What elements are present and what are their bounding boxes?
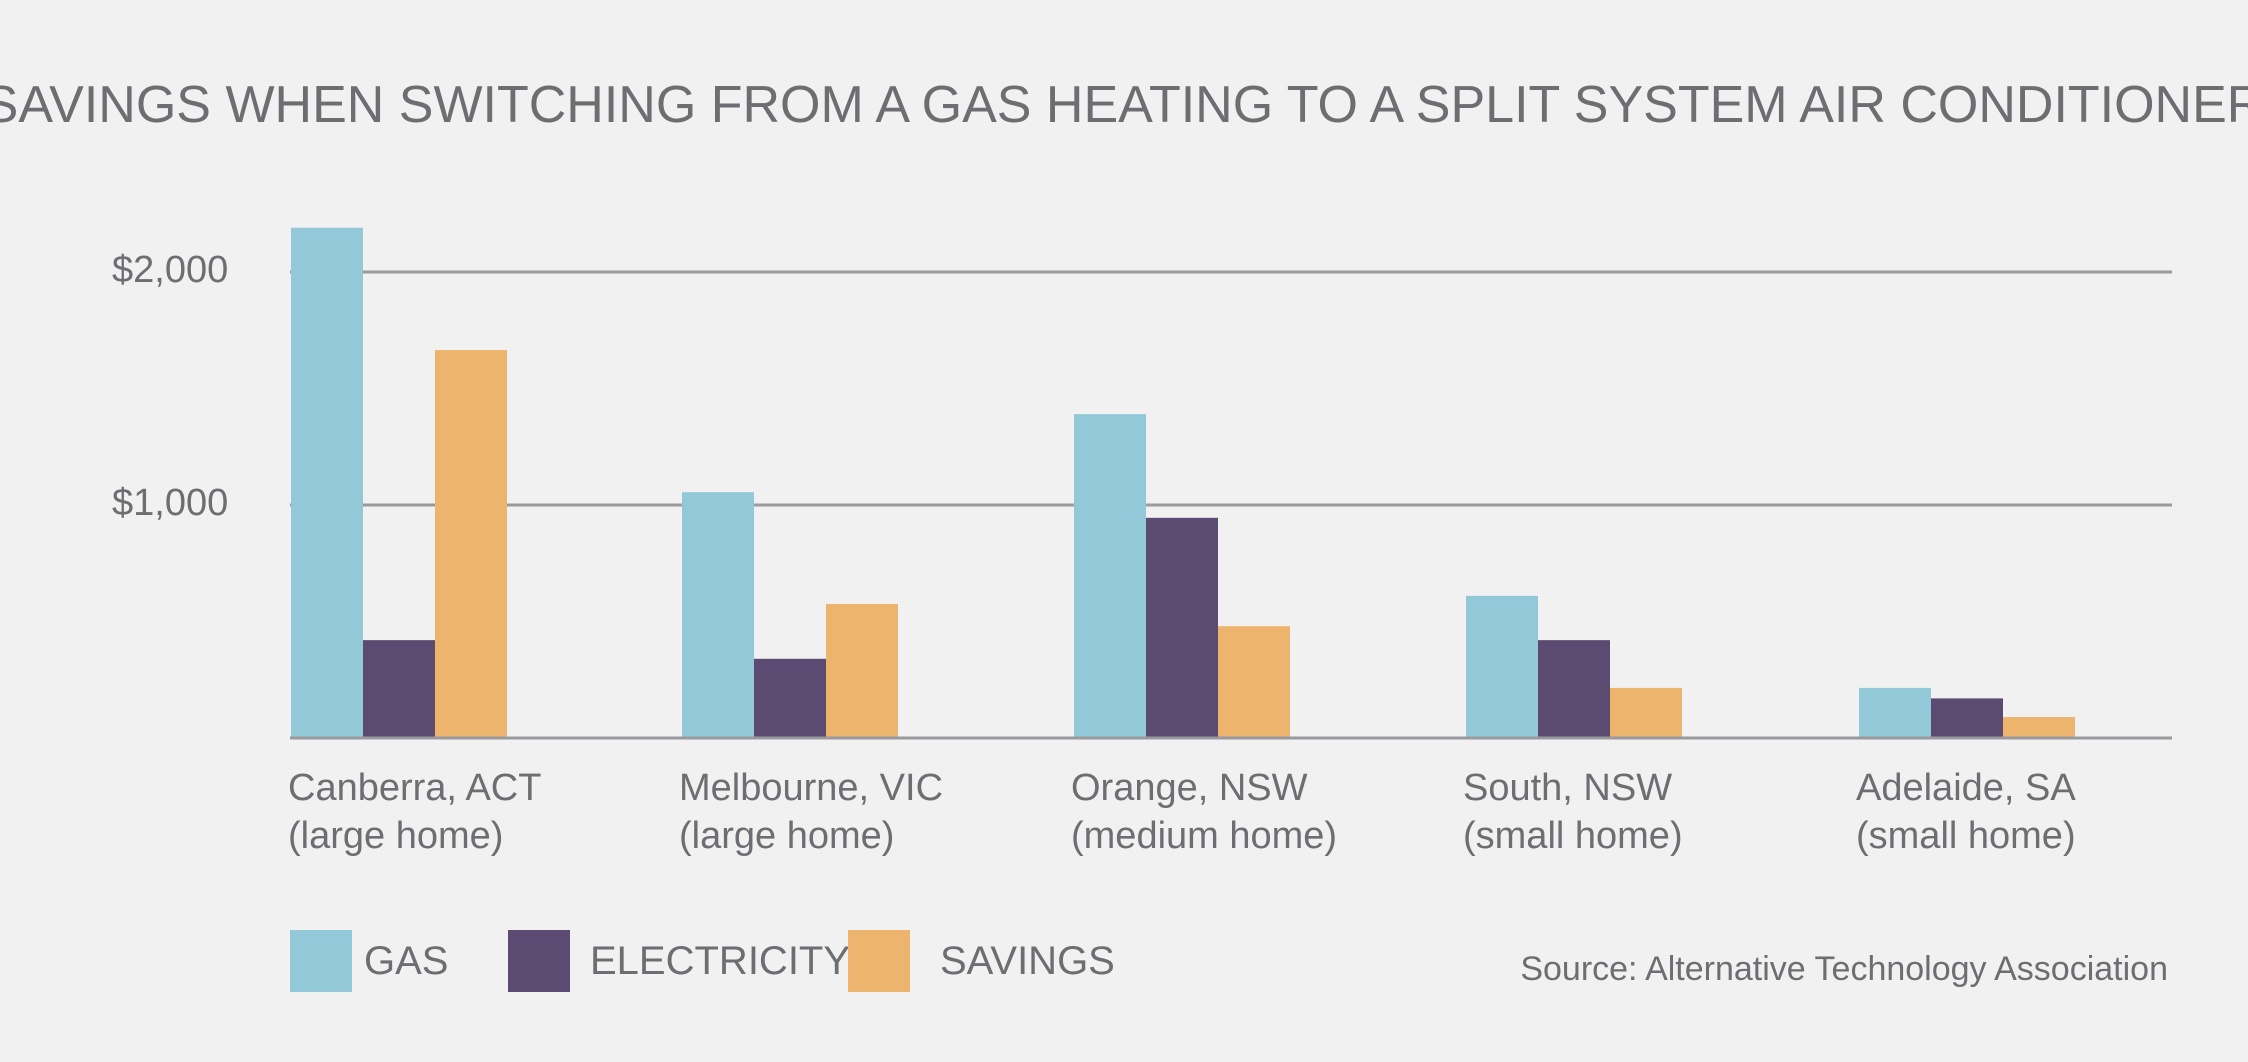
- bar-gas-4: [1859, 687, 1931, 738]
- category-label: Canberra, ACT: [288, 767, 541, 809]
- category-label: South, NSW: [1463, 767, 1672, 809]
- chart-title: SAVINGS WHEN SWITCHING FROM A GAS HEATIN…: [0, 76, 2248, 134]
- bar-electricity-2: [1146, 517, 1218, 738]
- bar-savings-2: [1218, 626, 1290, 738]
- legend-label-gas: GAS: [364, 939, 448, 983]
- y-axis-ticks: $2,000 $1,000: [112, 249, 228, 524]
- y-tick-label: $2,000: [112, 249, 228, 291]
- legend-label-savings: SAVINGS: [940, 939, 1115, 983]
- bar-savings-3: [1610, 687, 1682, 738]
- bar-gas-2: [1074, 414, 1146, 738]
- legend-swatch-electricity: [508, 930, 570, 992]
- bar-electricity-4: [1931, 698, 2003, 738]
- bar-electricity-1: [754, 658, 826, 738]
- category-label: (large home): [288, 815, 503, 857]
- category-label: (large home): [679, 815, 894, 857]
- bar-electricity-3: [1538, 640, 1610, 738]
- source-note: Source: Alternative Technology Associati…: [1520, 950, 2168, 988]
- bar-gas-3: [1466, 595, 1538, 738]
- bar-gas-0: [291, 227, 363, 739]
- category-label: (small home): [1856, 815, 2076, 857]
- bar-savings-0: [435, 350, 507, 738]
- bar-gas-1: [682, 492, 754, 738]
- bars: [291, 227, 2075, 739]
- legend-swatch-savings: [848, 930, 910, 992]
- legend-label-electricity: ELECTRICITY: [590, 939, 850, 983]
- bar-savings-4: [2003, 717, 2075, 738]
- category-label: Orange, NSW: [1071, 767, 1308, 809]
- gridlines: [290, 270, 2172, 507]
- category-labels: Canberra, ACT (large home) Melbourne, VIC (…: [288, 767, 2076, 857]
- bar-savings-1: [826, 604, 898, 738]
- legend: GAS ELECTRICITY SAVINGS: [290, 930, 1115, 992]
- y-tick-label: $1,000: [112, 482, 228, 524]
- category-label: Adelaide, SA: [1856, 767, 2076, 809]
- category-label: (small home): [1463, 815, 1683, 857]
- legend-swatch-gas: [290, 930, 352, 992]
- bar-electricity-0: [363, 640, 435, 738]
- category-label: Melbourne, VIC: [679, 767, 943, 809]
- category-label: (medium home): [1071, 815, 1337, 857]
